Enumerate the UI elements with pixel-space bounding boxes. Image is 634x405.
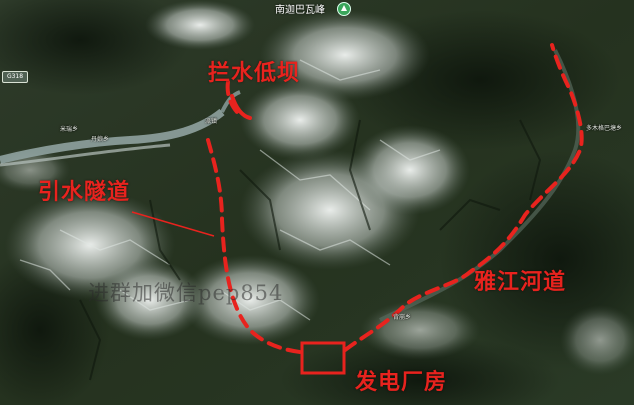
place-beibengxiang: 背崩乡	[393, 314, 412, 321]
label-tunnel: 引水隧道	[38, 180, 131, 205]
powerhouse-box	[300, 341, 346, 375]
place-miruixiang: 米瑞乡	[60, 126, 79, 133]
place-paizhen: 派镇	[205, 118, 218, 125]
label-river: 雅江河道	[474, 270, 567, 295]
road-badge-g318: G318	[2, 71, 28, 83]
label-dam: 拦水低坝	[208, 61, 301, 86]
place-duomugebatangxiang: 多木格巴塘乡	[586, 125, 623, 132]
tunnel-route	[206, 80, 302, 354]
label-powerhouse: 发电厂房	[355, 370, 448, 395]
mountain-pin-icon[interactable]	[337, 2, 351, 16]
watermark-text: 进群加微信pep854	[88, 281, 284, 305]
tunnel-pointer	[131, 211, 215, 237]
place-danniangxiang: 丹娘乡	[91, 136, 110, 143]
dam-marker	[230, 94, 252, 120]
peak-label: 南迦巴瓦峰	[275, 5, 325, 16]
river-route	[343, 43, 584, 352]
